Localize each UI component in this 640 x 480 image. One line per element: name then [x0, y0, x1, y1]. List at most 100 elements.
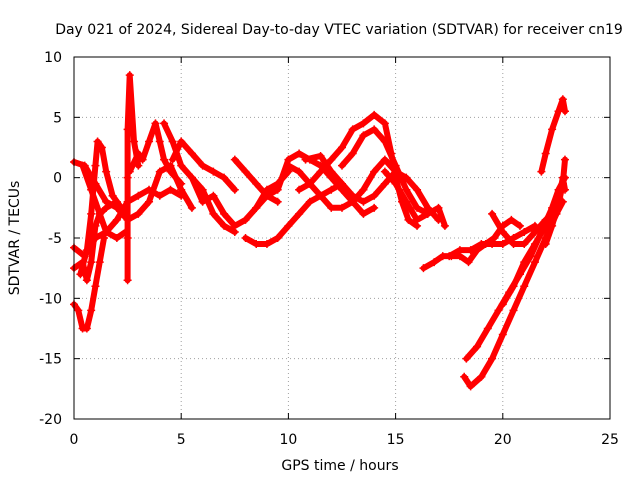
data-point-marker [252, 179, 261, 188]
data-point-marker [262, 191, 271, 200]
data-point-marker [273, 234, 282, 242]
data-point-marker [477, 240, 486, 249]
y-tick-label: 0 [53, 171, 62, 187]
y-tick-label: -10 [39, 291, 62, 307]
data-point-marker [102, 203, 111, 212]
data-point-marker [198, 161, 207, 170]
data-point-marker [338, 179, 346, 188]
data-point-marker [93, 137, 102, 146]
data-point-marker [166, 167, 175, 176]
data-point-marker [520, 258, 529, 267]
data-point-marker [370, 167, 379, 176]
data-point-marker [123, 276, 132, 285]
data-point-marker [295, 149, 304, 158]
data-point-marker [91, 161, 100, 170]
data-point-marker [284, 221, 293, 230]
data-point-marker [402, 197, 411, 206]
data-point-marker [168, 155, 177, 164]
data-point-marker [380, 179, 389, 188]
series-line [463, 174, 568, 362]
data-point-marker [220, 173, 229, 182]
data-point-marker [252, 240, 261, 249]
data-point-marker [316, 191, 325, 200]
series-s19 [380, 167, 449, 230]
data-point-marker [102, 227, 111, 236]
data-point-marker [82, 324, 91, 333]
data-point-marker [413, 185, 422, 194]
data-point-marker [498, 240, 507, 249]
data-point-marker [509, 306, 518, 315]
data-point-marker [187, 203, 196, 212]
data-point-marker [488, 354, 497, 363]
y-tick-label: -5 [48, 231, 62, 247]
data-point-marker [155, 137, 164, 146]
data-point-marker [187, 173, 196, 182]
data-point-marker [262, 240, 271, 249]
data-point-marker [359, 185, 368, 194]
data-point-marker [177, 191, 186, 200]
series-s10 [168, 137, 239, 194]
data-point-marker [230, 185, 239, 194]
data-point-marker [507, 215, 516, 224]
data-point-marker [112, 215, 121, 224]
data-point-marker [95, 258, 104, 267]
data-point-marker [359, 197, 368, 206]
data-point-marker [108, 191, 117, 200]
data-point-marker [151, 119, 160, 128]
series-s8 [125, 119, 186, 188]
x-tick-label: 0 [70, 432, 79, 448]
series-s23 [460, 155, 569, 391]
data-point-marker [252, 203, 261, 212]
data-point-marker [391, 161, 400, 170]
series-s13 [241, 179, 346, 249]
data-point-marker [466, 246, 475, 255]
x-tick-label: 15 [387, 432, 405, 448]
data-point-marker [498, 227, 507, 236]
series-s5 [76, 137, 126, 279]
data-point-marker [462, 354, 471, 363]
data-point-marker [230, 221, 239, 230]
data-point-marker [177, 137, 186, 146]
data-point-marker [537, 167, 546, 176]
data-point-marker [430, 258, 439, 267]
data-point-marker [558, 173, 567, 182]
data-point-marker [295, 209, 304, 218]
tick-labels: 0 5 10 15 20 25 -20 -15 -10 -5 0 5 10 [39, 50, 619, 448]
data-point-marker [134, 191, 143, 200]
data-point-marker [520, 240, 529, 249]
data-point-marker [498, 330, 507, 339]
data-point-marker [413, 203, 422, 212]
data-point-marker [123, 234, 132, 242]
data-point-marker [78, 161, 87, 170]
data-point-marker [548, 221, 557, 230]
data-point-marker [477, 372, 486, 381]
series-s17 [301, 151, 443, 224]
data-point-marker [488, 240, 497, 249]
data-point-marker [338, 143, 346, 152]
data-point-marker [541, 149, 550, 158]
x-axis-label: GPS time / hours [281, 458, 398, 474]
data-point-marker [348, 191, 357, 200]
data-point-marker [370, 191, 379, 200]
data-point-marker [327, 167, 336, 176]
x-tick-label: 25 [601, 432, 619, 448]
data-point-marker [380, 119, 389, 128]
data-point-marker [209, 209, 218, 218]
data-point-marker [327, 155, 336, 164]
data-point-marker [348, 149, 357, 158]
data-point-marker [220, 209, 229, 218]
data-point-marker [520, 227, 529, 236]
data-point-marker [155, 167, 164, 176]
data-point-marker [404, 215, 413, 224]
y-tick-label: -15 [39, 352, 62, 368]
data-point-marker [434, 203, 443, 212]
data-point-marker [490, 234, 499, 242]
data-point-marker [515, 221, 524, 230]
data-point-marker [359, 131, 368, 140]
data-point-marker [488, 209, 497, 218]
data-point-marker [295, 167, 304, 176]
data-point-marker [558, 95, 567, 104]
data-point-marker [230, 155, 239, 164]
